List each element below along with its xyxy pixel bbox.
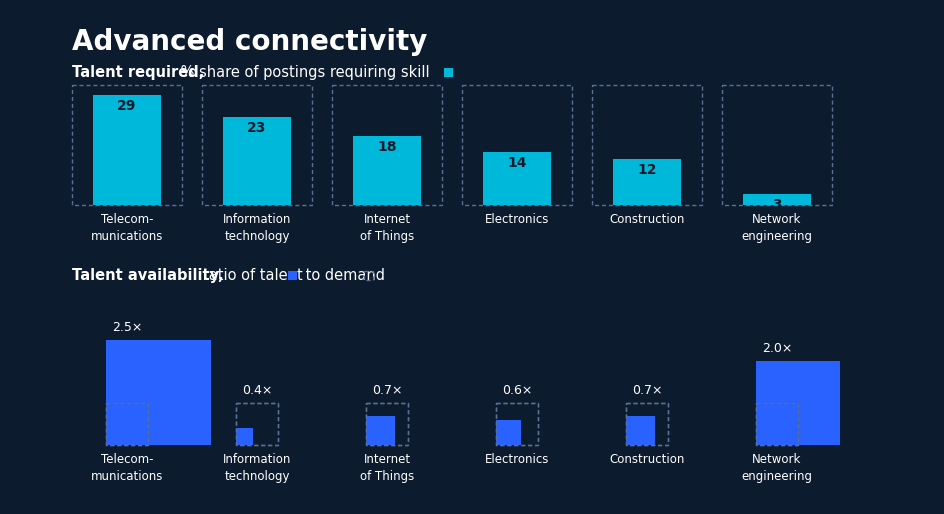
Bar [482,152,550,205]
Bar [496,420,521,445]
Text: Electronics: Electronics [484,453,548,466]
Bar [444,68,452,77]
Text: Telecom-
munications: Telecom- munications [91,453,163,483]
Text: Construction: Construction [609,453,684,466]
Text: Electronics: Electronics [484,213,548,226]
Text: 3: 3 [771,197,781,212]
Text: ratio of talent: ratio of talent [198,268,307,283]
Text: Network
engineering: Network engineering [741,213,812,243]
Bar [742,194,810,205]
Text: 2.0×: 2.0× [761,342,791,355]
Bar [93,95,160,205]
Bar [352,137,421,205]
Bar [625,416,655,445]
Text: 0.4×: 0.4× [242,384,272,397]
Text: to demand: to demand [301,268,384,283]
Bar [613,159,681,205]
Text: Telecom-
munications: Telecom- munications [91,213,163,243]
Text: 14: 14 [507,156,526,170]
Text: 18: 18 [377,140,396,155]
Text: Information
technology: Information technology [223,453,291,483]
Bar [106,340,211,445]
Bar [365,416,395,445]
Text: 23: 23 [247,121,266,136]
Text: Talent availability,: Talent availability, [72,268,224,283]
Text: Construction: Construction [609,213,684,226]
Text: Internet
of Things: Internet of Things [360,213,413,243]
Text: Talent required,: Talent required, [72,65,204,80]
Bar [223,117,291,205]
Text: 0.7×: 0.7× [632,384,662,397]
Text: Information
technology: Information technology [223,213,291,243]
Text: 0.6×: 0.6× [501,384,531,397]
Text: 29: 29 [117,99,137,113]
Bar [236,428,253,445]
Text: % share of postings requiring skill: % share of postings requiring skill [176,65,430,80]
Text: 2.5×: 2.5× [111,321,142,334]
Bar [288,271,296,280]
Text: Advanced connectivity: Advanced connectivity [72,28,427,56]
Text: 12: 12 [636,163,656,177]
Text: Internet
of Things: Internet of Things [360,453,413,483]
Text: Network
engineering: Network engineering [741,453,812,483]
Bar [755,361,839,445]
Text: 0.7×: 0.7× [371,384,402,397]
